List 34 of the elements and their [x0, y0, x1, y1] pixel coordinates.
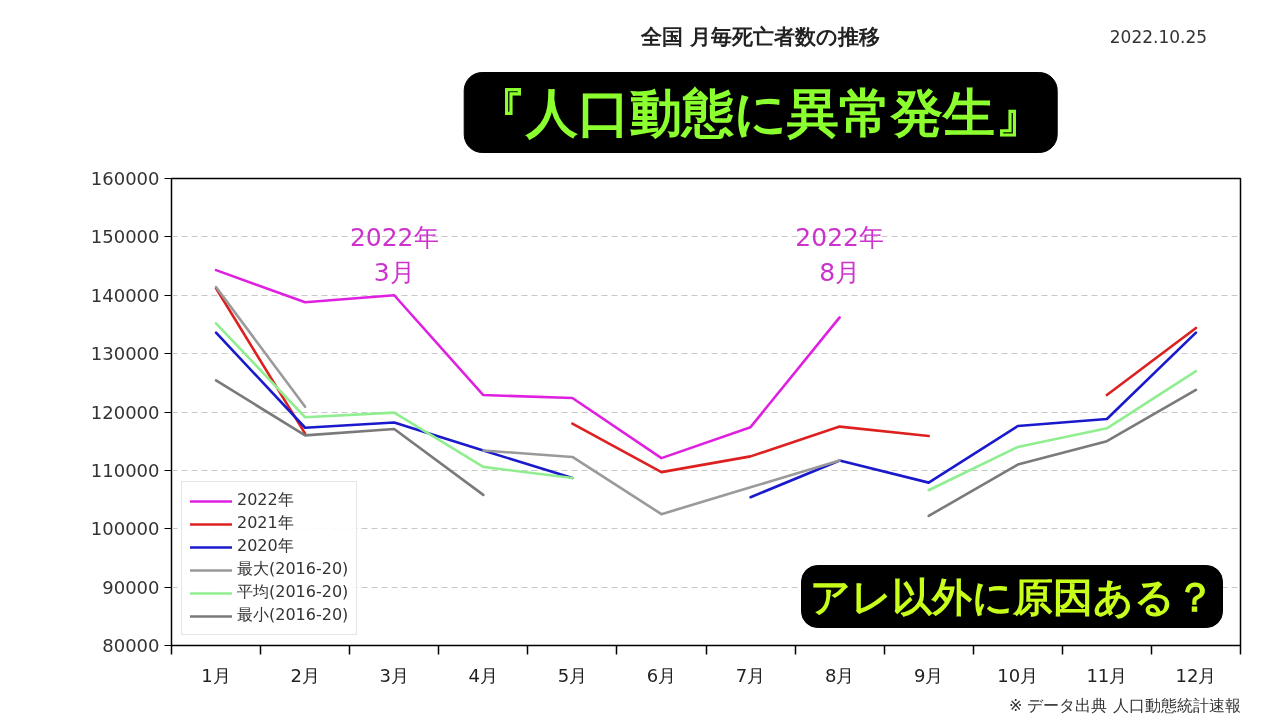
- legend-label: 2022年: [237, 490, 294, 511]
- y-tick-label: 120000: [90, 401, 160, 423]
- legend-label: 2021年: [237, 513, 294, 534]
- x-tick-label: 10月: [997, 664, 1039, 686]
- y-tick-label: 150000: [90, 226, 160, 248]
- x-tick-label: 11月: [1086, 664, 1128, 686]
- x-tick-label: 8月: [824, 664, 855, 686]
- x-tick-label: 1月: [201, 664, 231, 686]
- x-tick-label: 6月: [646, 664, 677, 686]
- x-tick-label: 7月: [735, 664, 766, 686]
- y-tick-label: 100000: [90, 518, 160, 540]
- y-tick-label: 80000: [102, 635, 160, 656]
- x-tick-label: 9月: [913, 664, 944, 686]
- annotation: 2022年 3月: [349, 223, 439, 288]
- x-tick-label: 12月: [1175, 664, 1217, 686]
- y-tick-label: 160000: [90, 168, 160, 189]
- y-tick-label: 130000: [90, 343, 160, 365]
- legend-label: 最小(2016-20): [237, 605, 349, 626]
- text: ※ データ出典 人口動態統計速報: [1008, 695, 1241, 715]
- y-tick-label: 140000: [90, 284, 160, 306]
- legend-label: 最大(2016-20): [237, 559, 349, 580]
- legend-label: 平均(2016-20): [237, 582, 349, 603]
- annotation: 2022年 8月: [795, 223, 884, 288]
- x-tick-label: 3月: [379, 664, 409, 686]
- annotation: アレ以外に原因ある？: [809, 573, 1215, 620]
- y-tick-label: 90000: [102, 576, 160, 598]
- legend-label: 2020年: [237, 536, 294, 557]
- chart-title: 全国 月毎死亡者数の推移: [640, 24, 881, 49]
- y-tick-label: 110000: [90, 459, 160, 481]
- x-tick-label: 5月: [557, 664, 588, 686]
- text: 2022.10.25: [1109, 27, 1208, 47]
- x-tick-label: 2月: [290, 664, 320, 686]
- x-tick-label: 4月: [468, 664, 499, 686]
- text: 『人口動態に異常発生』: [474, 82, 1048, 143]
